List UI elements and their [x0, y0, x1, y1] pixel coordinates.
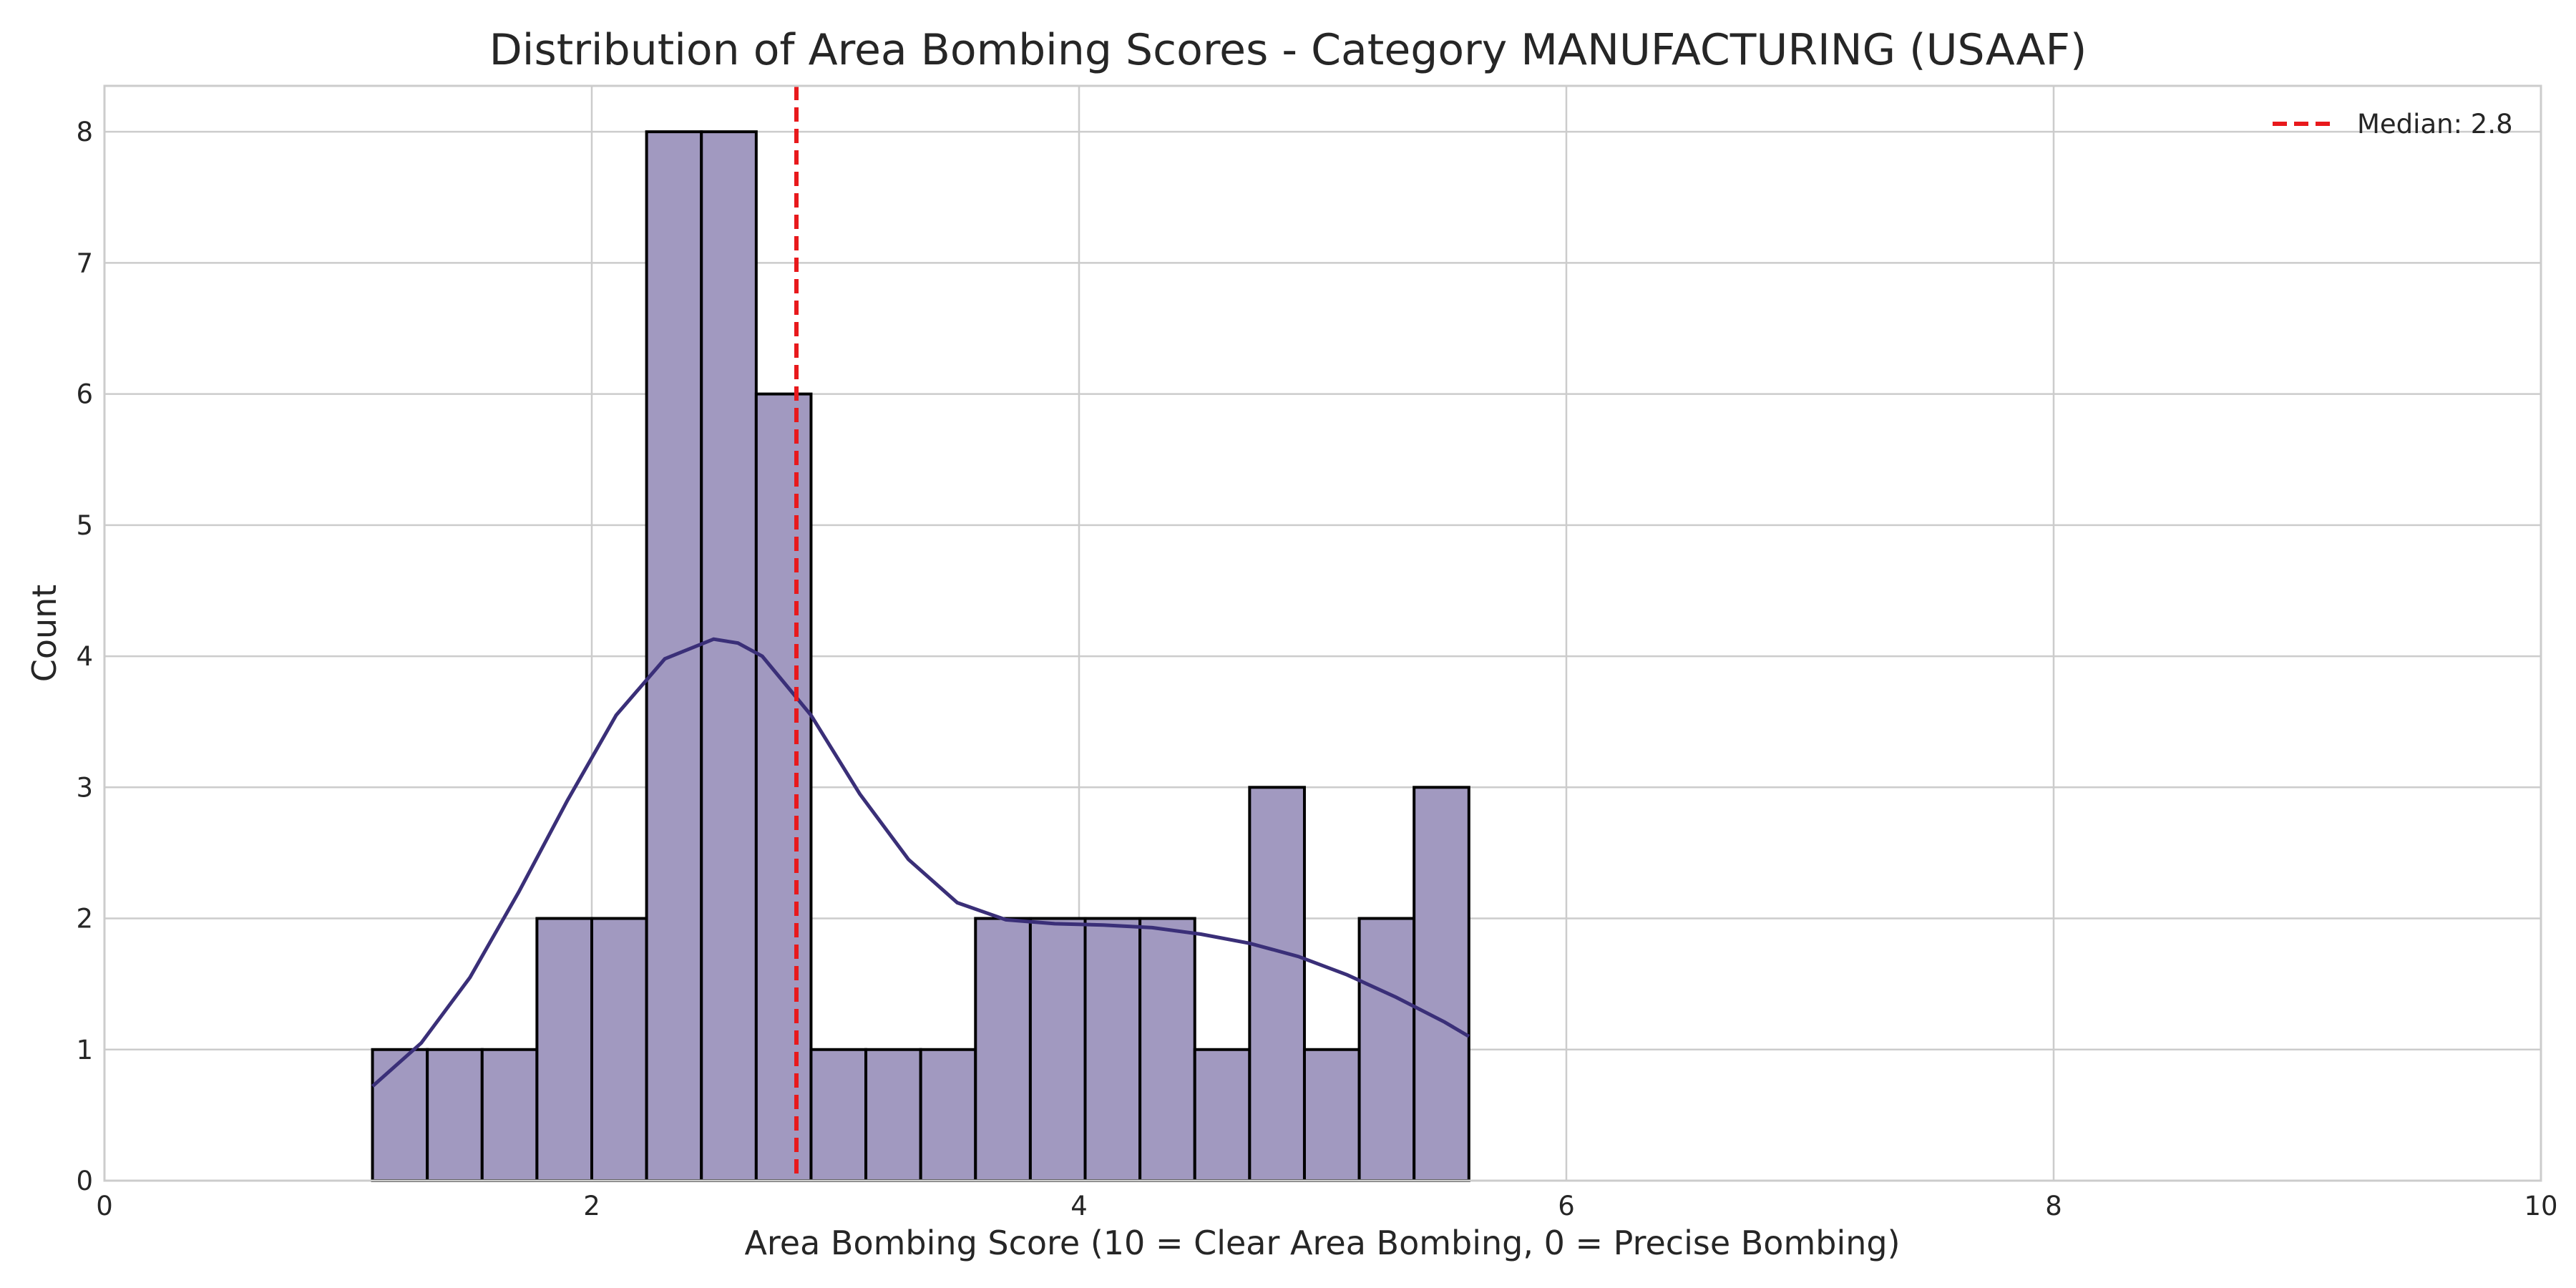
y-tick-label: 2	[76, 904, 93, 935]
histogram-bar	[590, 917, 648, 1183]
legend: Median: 2.8	[2273, 109, 2513, 140]
x-tick-label: 2	[583, 1191, 600, 1221]
x-axis-ticks: 0 2 4 6 8 10	[96, 1191, 2557, 1221]
x-axis-label: Area Bombing Score (10 = Clear Area Bomb…	[744, 1224, 1900, 1262]
chart-title: Distribution of Area Bombing Scores - Ca…	[489, 25, 2087, 75]
histogram-bar	[535, 917, 594, 1183]
plot-frame	[103, 84, 2542, 1182]
x-tick-label: 6	[1558, 1191, 1575, 1221]
histogram-bar	[1193, 1048, 1252, 1183]
histogram-bar	[1302, 1048, 1361, 1183]
histogram-bar	[426, 1048, 484, 1183]
histogram-bar	[974, 917, 1032, 1183]
histogram-bar	[1138, 917, 1196, 1183]
histogram-bar	[754, 392, 813, 1183]
histogram-bar	[1413, 786, 1470, 1183]
histogram-bars	[371, 130, 1470, 1183]
y-tick-label: 3	[76, 772, 93, 803]
y-tick-label: 6	[76, 379, 93, 410]
y-tick-label: 0	[76, 1166, 93, 1196]
histogram-bar	[809, 1048, 868, 1183]
y-axis-label: Count	[25, 585, 64, 683]
kde-curve	[371, 637, 1470, 1088]
grid	[103, 86, 2542, 1182]
legend-label-median: Median: 2.8	[2357, 109, 2513, 140]
y-tick-label: 7	[76, 248, 93, 278]
histogram-bar	[1248, 786, 1306, 1183]
histogram-bar	[1357, 917, 1416, 1183]
histogram-bar	[919, 1048, 977, 1183]
histogram-bar	[1083, 917, 1142, 1183]
histogram-bar	[700, 130, 758, 1183]
histogram-bar	[371, 1048, 429, 1183]
histogram-bar	[864, 1048, 922, 1183]
y-tick-label: 1	[76, 1035, 93, 1065]
x-tick-label: 8	[2045, 1191, 2062, 1221]
x-tick-label: 4	[1070, 1191, 1088, 1221]
x-tick-label: 10	[2524, 1191, 2557, 1221]
histogram-bar	[1028, 917, 1087, 1183]
y-tick-label: 5	[76, 510, 93, 541]
histogram-bar	[480, 1048, 539, 1183]
y-axis-ticks: 0 1 2 3 4 5 6 7 8	[76, 117, 93, 1196]
x-tick-label: 0	[96, 1191, 113, 1221]
y-tick-label: 4	[76, 641, 93, 672]
y-tick-label: 8	[76, 117, 93, 147]
